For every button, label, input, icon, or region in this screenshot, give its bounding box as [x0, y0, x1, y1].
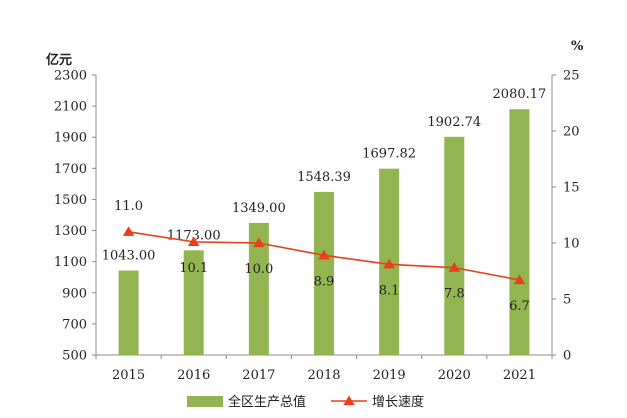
- bar-value-labels: 1043.001173.001349.001548.391697.821902.…: [102, 87, 547, 263]
- bar: [314, 191, 334, 355]
- growth-value-label: 8.9: [314, 274, 335, 289]
- growth-value-label: 7.8: [444, 287, 465, 302]
- right-tick-label: 0: [563, 349, 571, 364]
- x-tick-label: 2017: [242, 368, 275, 383]
- left-tick-label: 500: [62, 349, 87, 364]
- left-tick-label: 1100: [54, 255, 87, 270]
- bar: [248, 222, 269, 355]
- left-tick-label: 1900: [54, 131, 87, 146]
- bar: [118, 270, 139, 355]
- bar-value-label: 1548.39: [297, 170, 351, 185]
- growth-point: [318, 249, 330, 260]
- right-axis: % 0 5 10 15 20 25: [551, 39, 584, 364]
- right-axis-label: %: [571, 39, 584, 54]
- legend-swatch-gdp: [187, 396, 223, 407]
- left-tick-label: 1700: [54, 162, 87, 177]
- growth-point: [448, 262, 461, 272]
- bar: [183, 250, 204, 355]
- legend-label-growth: 增长速度: [372, 394, 424, 410]
- right-tick-label: 10: [563, 237, 580, 252]
- bar-value-label: 1349.00: [232, 201, 286, 216]
- x-tick-label: 2019: [373, 368, 406, 383]
- x-tick-label: 2015: [112, 368, 145, 383]
- left-axis: 亿元 500 700 900 1100 1300 1500 1700 1900 2100 2300: [46, 52, 97, 364]
- legend-marker-growth: [343, 395, 355, 406]
- growth-value-labels: 11.0 10.1 10.0 8.9 8.1 7.8 6.7: [114, 199, 530, 314]
- right-tick-label: 25: [563, 69, 580, 84]
- bar: [444, 136, 465, 355]
- x-tick-label: 2021: [503, 368, 536, 383]
- growth-point: [513, 274, 526, 285]
- legend-label-gdp: 全区生产总值: [228, 394, 306, 410]
- bar-value-label: 1902.74: [427, 115, 481, 130]
- growth-value-label: 6.7: [509, 299, 530, 314]
- left-tick-label: 1300: [54, 224, 87, 239]
- growth-value-label: 10.0: [244, 262, 273, 277]
- right-tick-label: 20: [563, 125, 580, 140]
- growth-line-series: [122, 226, 526, 285]
- bar-value-label: 1043.00: [102, 249, 156, 264]
- growth-value-label: 11.0: [114, 199, 143, 214]
- bar-value-label: 2080.17: [493, 87, 547, 102]
- growth-value-label: 10.1: [179, 261, 208, 276]
- x-tick-label: 2018: [307, 368, 340, 383]
- left-tick-label: 2300: [54, 69, 87, 84]
- left-axis-label: 亿元: [46, 52, 72, 68]
- growth-point: [383, 258, 395, 269]
- growth-point: [122, 226, 135, 236]
- x-tick-label: 2020: [438, 368, 471, 383]
- left-tick-label: 2100: [54, 100, 87, 115]
- left-tick-label: 900: [62, 286, 87, 301]
- legend: 全区生产总值 增长速度: [187, 394, 424, 410]
- growth-point: [187, 236, 200, 247]
- bar-series: [118, 109, 530, 356]
- x-axis: 2015 2016 2017 2018 2019 2020 2021: [95, 354, 553, 383]
- left-tick-label: 700: [62, 317, 87, 332]
- right-tick-label: 15: [563, 181, 580, 196]
- growth-value-label: 8.1: [379, 283, 400, 298]
- bar-value-label: 1697.82: [362, 147, 416, 162]
- right-tick-label: 5: [563, 293, 571, 308]
- left-tick-label: 1500: [54, 193, 87, 208]
- bar: [509, 109, 530, 356]
- growth-point: [253, 237, 265, 248]
- x-tick-label: 2016: [177, 368, 210, 383]
